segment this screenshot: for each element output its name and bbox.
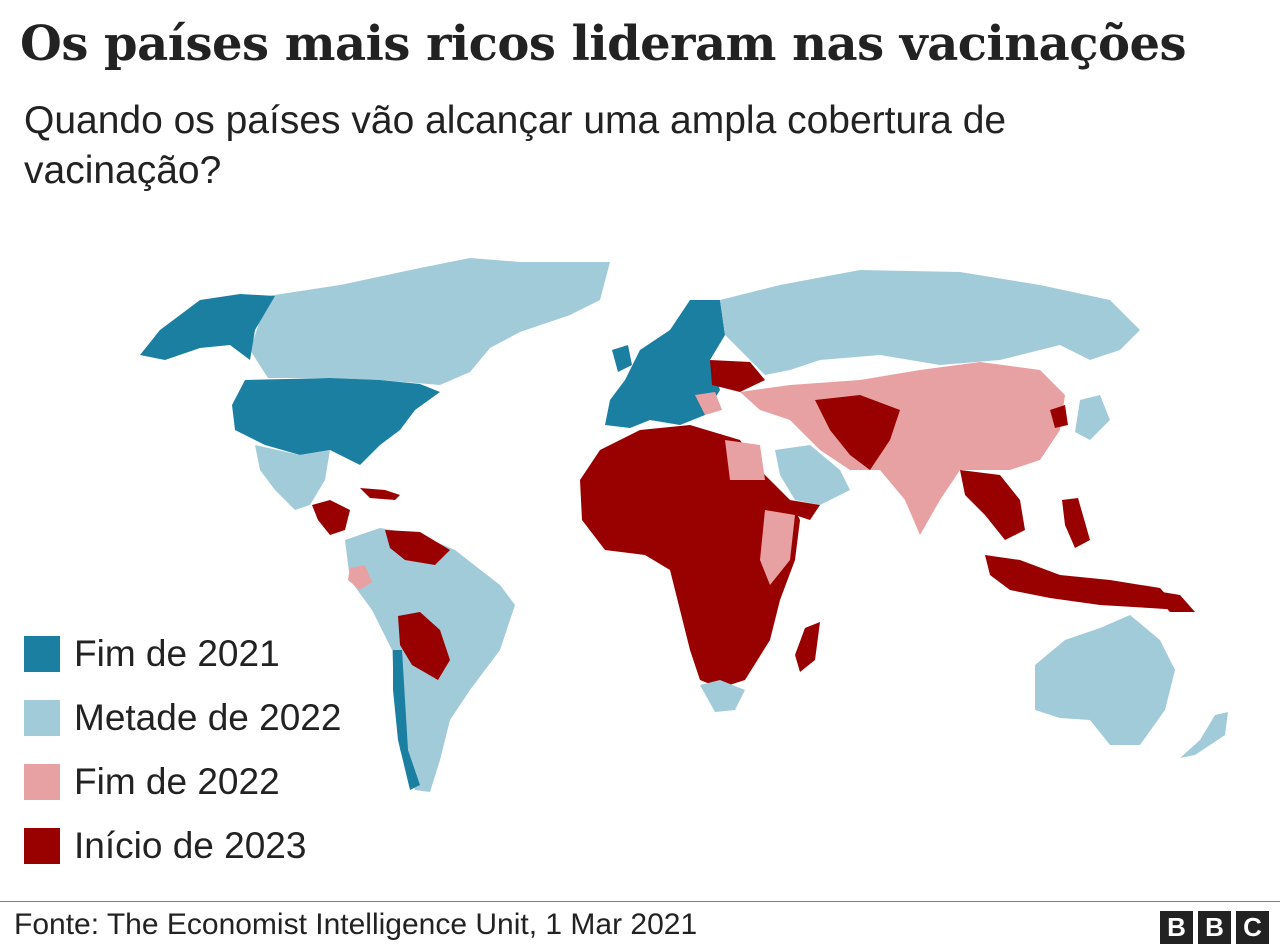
logo-letter: C	[1236, 911, 1269, 944]
region-caribbean	[360, 488, 400, 500]
region-chile	[393, 650, 420, 790]
footer-divider	[0, 901, 1280, 902]
chart-title: Os países mais ricos lideram nas vacinaç…	[20, 16, 1187, 72]
region-iceland-uk	[612, 345, 632, 372]
legend-swatch	[24, 828, 60, 864]
legend-swatch	[24, 764, 60, 800]
region-indonesia	[985, 555, 1180, 610]
region-australia	[1035, 615, 1175, 745]
legend-item-fim-2021: Fim de 2021	[24, 622, 341, 686]
region-venezuela-guyana	[385, 530, 450, 565]
region-usa	[232, 378, 440, 465]
region-philippines	[1062, 498, 1090, 548]
legend-label: Fim de 2021	[74, 633, 280, 674]
region-south-africa	[700, 680, 745, 712]
bbc-logo: B B C	[1160, 911, 1269, 944]
legend: Fim de 2021 Metade de 2022 Fim de 2022 I…	[24, 622, 341, 878]
region-japan	[1075, 395, 1110, 440]
region-russia	[720, 270, 1140, 375]
legend-item-metade-2022: Metade de 2022	[24, 686, 341, 750]
region-colombia-ecuador	[348, 565, 372, 590]
region-horn-east-africa	[760, 510, 795, 585]
region-central-asia	[815, 395, 900, 470]
region-madagascar	[795, 622, 820, 672]
region-canada-greenland	[250, 258, 610, 385]
region-korea-north	[1050, 405, 1068, 428]
region-balkans	[695, 392, 722, 415]
region-ukraine	[710, 360, 765, 392]
legend-label: Fim de 2022	[74, 761, 280, 802]
region-southeast-asia	[960, 470, 1025, 540]
chart-subtitle: Quando os países vão alcançar uma ampla …	[24, 99, 1007, 192]
region-egypt	[725, 440, 765, 480]
region-europe-west	[605, 300, 725, 428]
logo-letter: B	[1160, 911, 1193, 944]
region-arabian-peninsula	[775, 445, 850, 505]
legend-swatch	[24, 636, 60, 672]
region-new-zealand	[1180, 712, 1228, 758]
region-mexico	[255, 445, 330, 510]
world-map	[140, 258, 1228, 792]
region-bolivia	[398, 612, 450, 680]
legend-swatch	[24, 700, 60, 736]
legend-item-inicio-2023: Início de 2023	[24, 814, 341, 878]
legend-label: Metade de 2022	[74, 697, 342, 738]
legend-item-fim-2022: Fim de 2022	[24, 750, 341, 814]
region-central-america	[312, 500, 350, 535]
region-alaska	[140, 294, 275, 360]
legend-label: Início de 2023	[74, 825, 307, 866]
region-africa	[580, 425, 800, 688]
source-note: Fonte: The Economist Intelligence Unit, …	[14, 908, 698, 941]
logo-letter: B	[1198, 911, 1231, 944]
region-papua-new-guinea	[1150, 590, 1195, 612]
